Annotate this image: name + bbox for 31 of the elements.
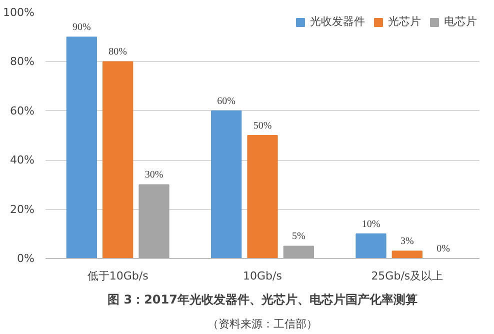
x-tick-label: 10Gb/s — [243, 270, 282, 282]
data-label: 80% — [108, 46, 128, 58]
data-label: 0% — [436, 244, 450, 254]
y-tick-label: 80% — [10, 55, 35, 68]
y-tick-label: 40% — [10, 154, 35, 167]
data-label: 30% — [144, 170, 164, 181]
bar — [392, 250, 422, 258]
x-tick-label: 低于10Gb/s — [87, 270, 149, 282]
legend-label: 光芯片 — [388, 14, 421, 29]
legend-label: 光收发器件 — [310, 14, 365, 29]
text: （资料来源：工信部） — [208, 318, 318, 330]
data-label: 60% — [217, 96, 236, 107]
y-tick-label: 20% — [10, 202, 35, 216]
y-tick-label: 100% — [3, 6, 35, 19]
data-label: 3% — [400, 236, 414, 248]
y-tick-label: 60% — [10, 104, 35, 118]
bar — [138, 184, 170, 258]
data-label: 5% — [292, 231, 306, 242]
legend-label: 电芯片 — [444, 14, 477, 29]
data-label: 90% — [72, 22, 91, 34]
text: 图 3：2017年光收发器件、光芯片、电芯片国产化率测算 — [108, 292, 418, 306]
y-tick-label: 0% — [17, 252, 34, 265]
bar — [66, 36, 97, 258]
data-label: 50% — [253, 120, 272, 132]
bar — [247, 135, 278, 258]
bar — [102, 61, 134, 258]
data-label: 10% — [362, 218, 380, 230]
x-tick-label: 25Gb/s及以上 — [371, 270, 444, 282]
bar — [356, 233, 386, 258]
bar — [211, 110, 242, 258]
bar — [283, 246, 314, 258]
